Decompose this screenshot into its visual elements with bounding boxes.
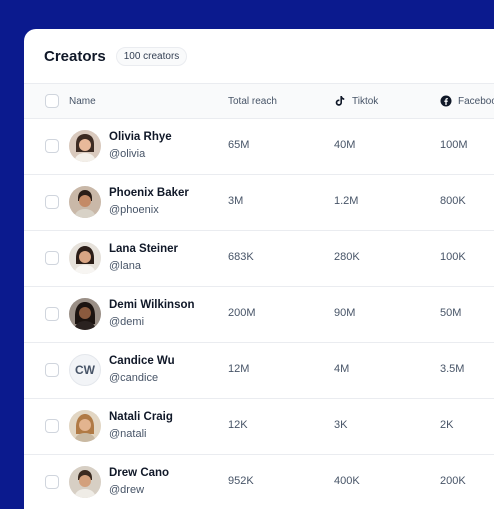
- creator-name[interactable]: Demi Wilkinson: [109, 299, 195, 311]
- tiktok-value: 40M: [334, 139, 356, 151]
- avatar: [69, 298, 101, 330]
- total-reach-value: 200M: [228, 307, 256, 319]
- row-checkbox[interactable]: [45, 195, 59, 209]
- creator-name[interactable]: Phoenix Baker: [109, 187, 189, 199]
- column-header-reach[interactable]: Total reach: [228, 95, 277, 107]
- table-row[interactable]: Natali Craig @natali 12K 3K 2K: [24, 398, 494, 455]
- tiktok-value: 4M: [334, 363, 350, 375]
- creators-table-card: Creators 100 creators Name Total reach T…: [24, 29, 494, 509]
- avatar: [69, 130, 101, 162]
- total-reach-value: 952K: [228, 475, 254, 487]
- table-row[interactable]: CW Candice Wu @candice 12M 4M 3.5M: [24, 342, 494, 399]
- creator-name[interactable]: Lana Steiner: [109, 243, 179, 255]
- creator-name[interactable]: Olivia Rhye: [109, 131, 172, 143]
- creator-handle: @olivia: [109, 148, 146, 160]
- tiktok-icon: [334, 95, 346, 107]
- tiktok-value: 1.2M: [334, 195, 359, 207]
- avatar: CW: [69, 354, 101, 386]
- tiktok-value: 3K: [334, 419, 348, 431]
- total-reach-value: 12M: [228, 363, 250, 375]
- select-all-checkbox[interactable]: [45, 94, 59, 108]
- row-checkbox[interactable]: [45, 251, 59, 265]
- column-header-facebook[interactable]: Facebook: [440, 84, 494, 118]
- avatar: [69, 410, 101, 442]
- facebook-value: 3.5M: [440, 363, 465, 375]
- total-reach-value: 683K: [228, 251, 254, 263]
- facebook-icon: [440, 95, 452, 107]
- creator-handle: @natali: [109, 428, 147, 440]
- facebook-value: 800K: [440, 195, 466, 207]
- facebook-value: 100K: [440, 251, 466, 263]
- table-header: Name Total reach Tiktok Facebook: [24, 84, 494, 119]
- facebook-value: 2K: [440, 419, 454, 431]
- avatar: [69, 466, 101, 498]
- creator-name[interactable]: Drew Cano: [109, 467, 170, 479]
- tiktok-value: 400K: [334, 475, 360, 487]
- creator-handle: @lana: [109, 260, 141, 272]
- row-checkbox[interactable]: [45, 363, 59, 377]
- total-reach-value: 3M: [228, 195, 244, 207]
- row-checkbox[interactable]: [45, 475, 59, 489]
- column-header-name[interactable]: Name: [69, 95, 96, 107]
- row-checkbox[interactable]: [45, 307, 59, 321]
- creator-handle: @demi: [109, 316, 145, 328]
- table-row[interactable]: Drew Cano @drew 952K 400K 200K: [24, 454, 494, 509]
- tiktok-value: 280K: [334, 251, 360, 263]
- total-reach-value: 12K: [228, 419, 248, 431]
- avatar: [69, 242, 101, 274]
- count-badge: 100 creators: [115, 46, 188, 66]
- creator-handle: @drew: [109, 484, 145, 496]
- tiktok-value: 90M: [334, 307, 356, 319]
- table-row[interactable]: Phoenix Baker @phoenix 3M 1.2M 800K: [24, 174, 494, 231]
- column-header-tiktok[interactable]: Tiktok: [334, 84, 378, 118]
- card-header: Creators 100 creators: [24, 29, 494, 84]
- total-reach-value: 65M: [228, 139, 250, 151]
- creator-name[interactable]: Candice Wu: [109, 355, 175, 367]
- row-checkbox[interactable]: [45, 419, 59, 433]
- row-checkbox[interactable]: [45, 139, 59, 153]
- facebook-value: 50M: [440, 307, 462, 319]
- facebook-value: 100M: [440, 139, 468, 151]
- avatar: [69, 186, 101, 218]
- page-title: Creators: [44, 47, 106, 65]
- table-row[interactable]: Lana Steiner @lana 683K 280K 100K: [24, 230, 494, 287]
- creator-name[interactable]: Natali Craig: [109, 411, 173, 423]
- table-row[interactable]: Demi Wilkinson @demi 200M 90M 50M: [24, 286, 494, 343]
- facebook-value: 200K: [440, 475, 466, 487]
- creator-handle: @candice: [109, 372, 159, 384]
- table-row[interactable]: Olivia Rhye @olivia 65M 40M 100M: [24, 118, 494, 175]
- creator-handle: @phoenix: [109, 204, 159, 216]
